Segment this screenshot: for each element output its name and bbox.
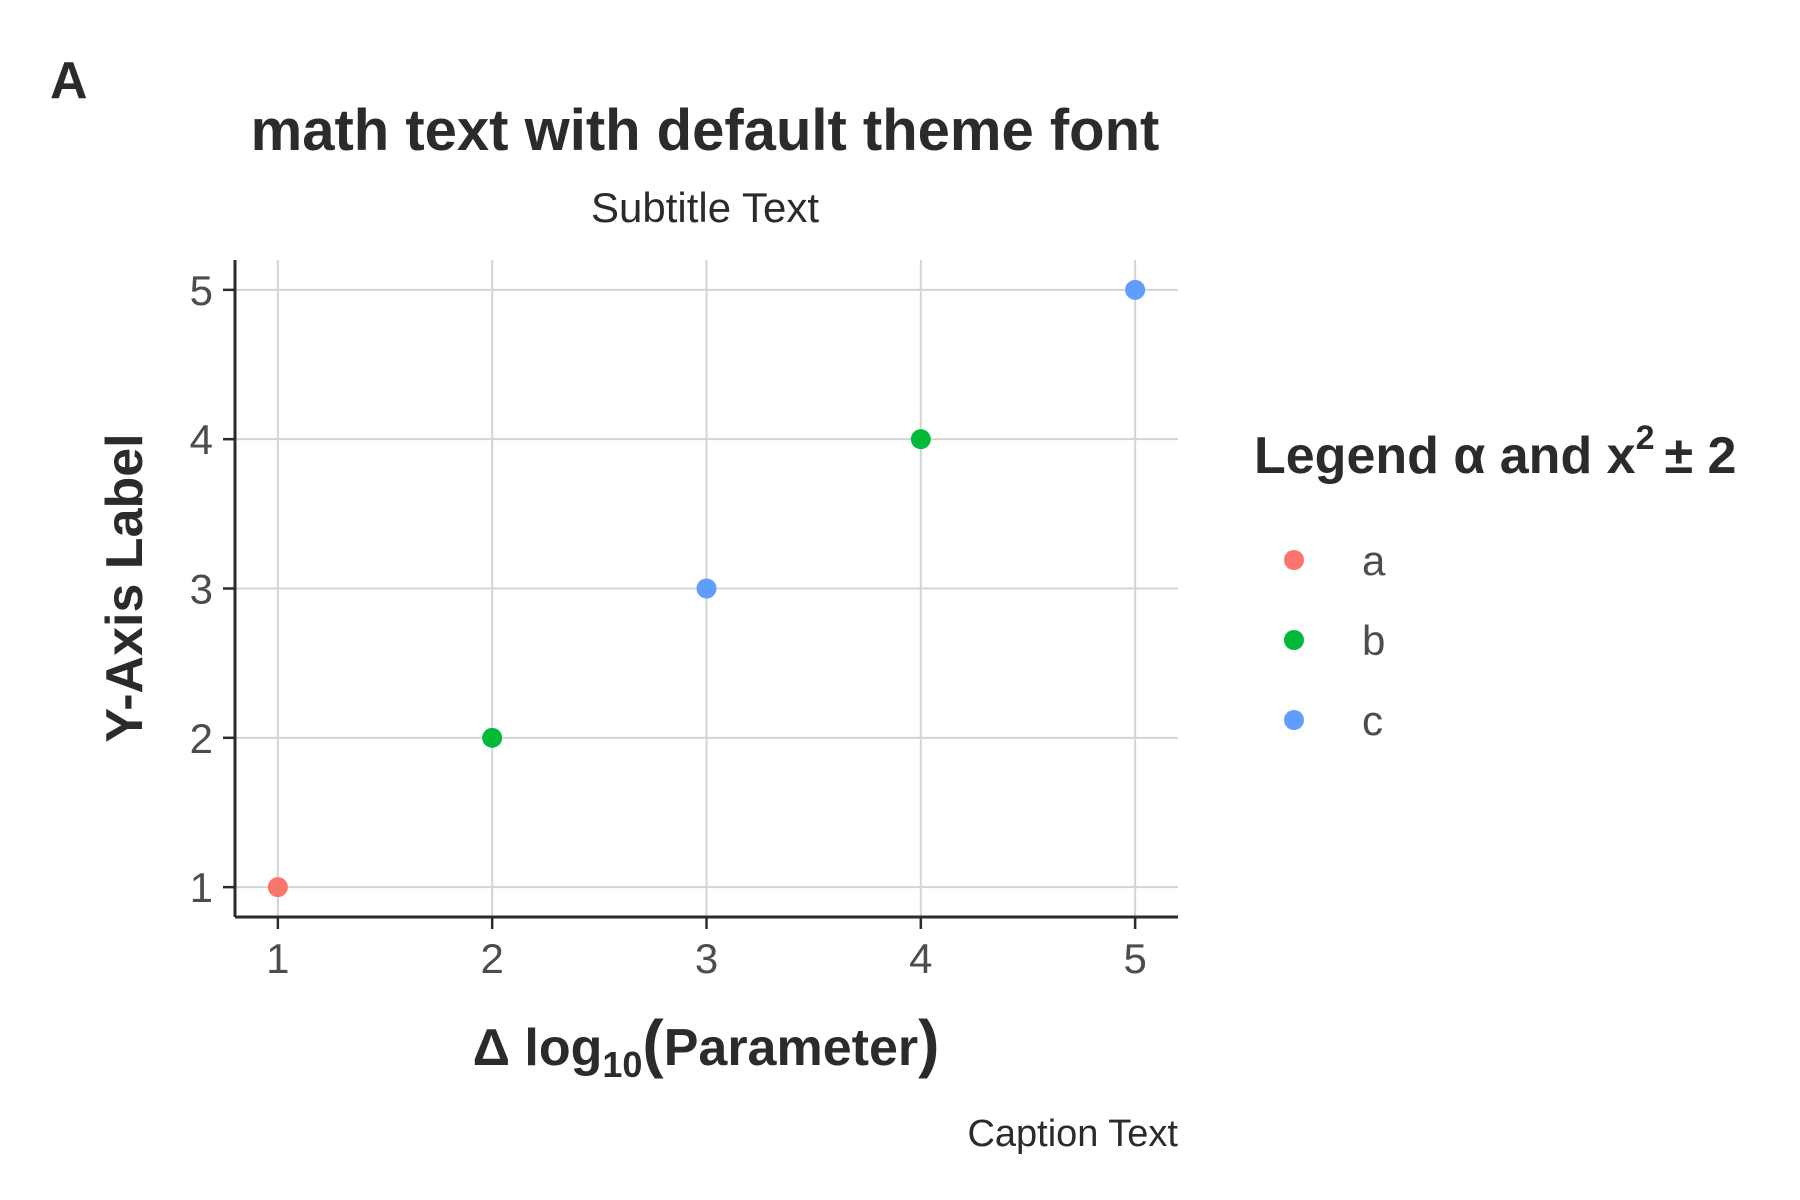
legend-label-c: c [1362,697,1383,744]
x-axis-label-close-paren: ) [918,1007,939,1079]
data-point-c [1125,279,1146,300]
point-layer [267,279,1146,898]
panel-tag: A [50,52,88,110]
y-tick-label: 1 [190,864,213,911]
legend-key-b [1284,630,1304,650]
chart-caption: Caption Text [967,1113,1178,1155]
legend: Legend α and x2 ± 2 abc [1254,419,1736,744]
x-tick-label: 3 [695,935,718,982]
x-axis-label-prefix: Δ log [473,1019,603,1077]
x-axis-label-subscript: 10 [602,1044,642,1085]
tick-layer: 1 2 3 4 5 1 2 3 4 5 [190,267,1147,982]
data-point-c [696,578,717,599]
legend-title-superscript: 2 [1636,419,1655,457]
legend-key-a [1284,550,1304,570]
legend-title-prefix: Legend α and x [1254,427,1636,485]
x-tick-label: 2 [481,935,504,982]
legend-title: Legend α and x2 ± 2 [1254,419,1736,485]
legend-key-c [1284,710,1304,730]
chart-title: math text with default theme font [251,98,1160,163]
grid-layer [235,260,1178,917]
x-axis-label: Δ log10(Parameter) [473,1007,940,1085]
data-point-a [267,877,288,898]
data-point-b [910,429,931,450]
x-tick-label: 5 [1123,935,1146,982]
x-tick-label: 4 [909,935,932,982]
legend-entries: abc [1284,537,1386,744]
legend-label-a: a [1362,537,1386,584]
data-point-b [482,727,503,748]
legend-title-suffix: ± 2 [1665,427,1737,485]
y-tick-label: 2 [190,715,213,762]
chart-subtitle: Subtitle Text [591,184,819,231]
y-tick-label: 3 [190,566,213,613]
y-tick-label: 4 [190,416,213,463]
x-axis-label-open-paren: ( [642,1007,664,1079]
y-tick-label: 5 [190,267,213,314]
x-axis-label-word: Parameter [664,1019,918,1077]
legend-label-b: b [1362,617,1385,664]
y-axis-label: Y-Axis Label [96,433,154,742]
x-tick-label: 1 [266,935,289,982]
